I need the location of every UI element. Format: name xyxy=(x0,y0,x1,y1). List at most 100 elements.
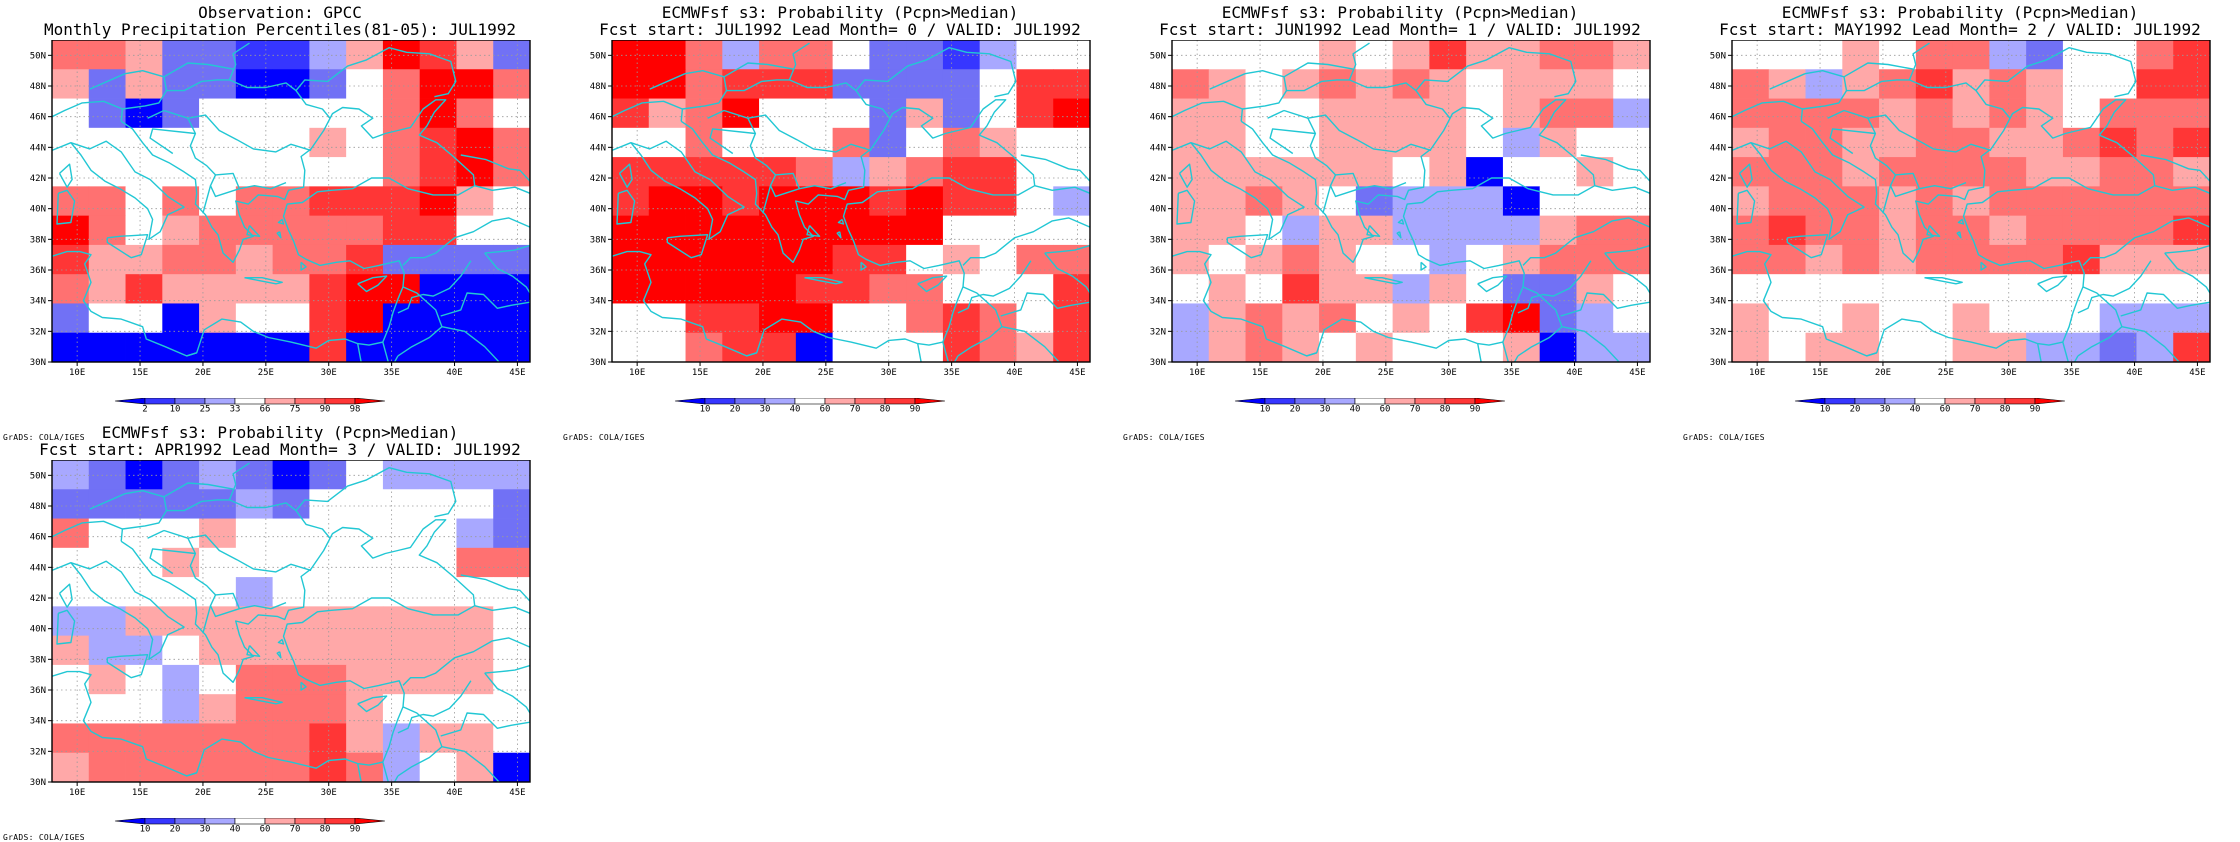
grid-cell xyxy=(1805,274,1843,304)
coastline xyxy=(1738,163,1753,188)
map-panel-lead3: ECMWFsf s3: Probability (Pcpn>Median) Fc… xyxy=(0,420,560,842)
grid-cell xyxy=(1172,274,1210,304)
grid-cell xyxy=(942,69,981,99)
grid-cell xyxy=(1319,69,1357,99)
lon-tick-label: 30E xyxy=(1441,368,1457,378)
lon-tick-label: 20E xyxy=(755,368,771,378)
grid-cell xyxy=(1392,127,1430,158)
grads-credit: GrADS: COLA/IGES xyxy=(3,833,85,842)
grid-cell xyxy=(2062,98,2101,129)
coastlines xyxy=(52,42,530,362)
grid-cell xyxy=(906,332,944,363)
grid-cell xyxy=(382,752,421,783)
lon-tick-label: 20E xyxy=(195,788,211,798)
lat-tick-label: 30N xyxy=(30,358,46,368)
grid-cell xyxy=(199,723,237,754)
grid-cell xyxy=(832,98,870,129)
probability-map: 10E 15E 20E 25E 30E 35E 40E 45E 30N 32N 34N 36N 38N 4… xyxy=(30,460,531,798)
coastline xyxy=(244,277,283,285)
coastline xyxy=(52,520,124,542)
colorbar-segment xyxy=(1324,398,1356,405)
coastline xyxy=(277,638,285,645)
grid-cell xyxy=(1842,215,1880,246)
colorbar-arrow-right xyxy=(914,398,946,405)
grid-cell xyxy=(979,127,1017,158)
grid-cell xyxy=(309,215,347,246)
grid-cell xyxy=(419,577,457,607)
grid-cell xyxy=(493,460,531,490)
grid-cell xyxy=(1245,215,1283,246)
colorbar-segment xyxy=(1914,398,1946,405)
grid-cell xyxy=(199,215,237,246)
coastline xyxy=(1420,261,1427,271)
map-panel-lead0: ECMWFsf s3: Probability (Pcpn>Median) Fc… xyxy=(560,0,1120,442)
grid-cell xyxy=(1245,274,1283,304)
lon-tick-label: 30E xyxy=(321,788,337,798)
grid-cell xyxy=(1576,332,1614,363)
grid-cell xyxy=(906,69,944,99)
grid-cell xyxy=(906,186,944,217)
colorbar-segment xyxy=(704,398,736,405)
grid-cell xyxy=(88,489,126,519)
grid-cell xyxy=(162,98,200,129)
coastline xyxy=(618,163,633,188)
coastline xyxy=(122,510,168,530)
grid-cell xyxy=(1805,303,1843,334)
coastline xyxy=(2120,292,2210,317)
grid-cell xyxy=(1466,332,1504,363)
grid-cell xyxy=(272,547,310,578)
grid-cell xyxy=(1429,303,1467,334)
grid-cell xyxy=(235,460,274,490)
grid-cell xyxy=(832,127,870,158)
lat-tick-label: 46N xyxy=(590,113,606,123)
colorbar-segment xyxy=(174,818,206,825)
grid-cell xyxy=(272,98,310,129)
grid-cell xyxy=(1355,332,1394,363)
grid-cell xyxy=(346,274,384,304)
grid-cell xyxy=(272,518,310,549)
colorbar-segment xyxy=(264,398,296,405)
grid-cell xyxy=(162,244,200,275)
coastline xyxy=(147,529,165,539)
grid-cell xyxy=(1429,157,1467,187)
lat-tick-label: 40N xyxy=(1150,205,1166,215)
coastline xyxy=(806,225,821,237)
grid-cell xyxy=(1016,157,1054,187)
coastline xyxy=(106,654,149,679)
grid-cell xyxy=(2173,274,2211,304)
colorbar-segment xyxy=(1974,398,2006,405)
grid-cell xyxy=(493,577,531,607)
coastline xyxy=(1209,73,1246,90)
coastline xyxy=(276,651,282,659)
coastline xyxy=(229,47,457,98)
coastline xyxy=(276,231,282,239)
coastline xyxy=(612,99,1036,357)
colorbar-arrow-right xyxy=(1474,398,1506,405)
grid-cell xyxy=(419,547,457,578)
grid-cell xyxy=(1392,274,1430,304)
lat-tick-label: 32N xyxy=(590,327,606,337)
grid-cell xyxy=(125,752,163,783)
grid-cell xyxy=(493,635,531,666)
coastline xyxy=(239,601,287,610)
coastline xyxy=(1349,47,1577,98)
grid-cell xyxy=(1053,98,1091,129)
colorbar-segment xyxy=(144,818,176,825)
lon-tick-label: 25E xyxy=(818,368,834,378)
colorbar-label: 90 xyxy=(1470,405,1481,413)
grid-cell xyxy=(2026,274,2064,304)
coastline xyxy=(402,637,530,686)
grid-cell xyxy=(1842,40,1880,70)
colorbar-segment xyxy=(794,398,826,405)
grid-cell xyxy=(979,244,1017,275)
grid-cell xyxy=(1732,40,1770,70)
coastline xyxy=(484,244,530,254)
grid-cell xyxy=(1952,215,1990,246)
lat-tick-label: 40N xyxy=(1710,205,1726,215)
grid-cell xyxy=(2099,40,2137,70)
panel-title: ECMWFsf s3: Probability (Pcpn>Median) xyxy=(661,3,1019,22)
grid-cell xyxy=(346,69,384,99)
grid-cell xyxy=(309,303,347,334)
grid-cell xyxy=(382,489,421,519)
grid-cell xyxy=(1466,127,1504,158)
